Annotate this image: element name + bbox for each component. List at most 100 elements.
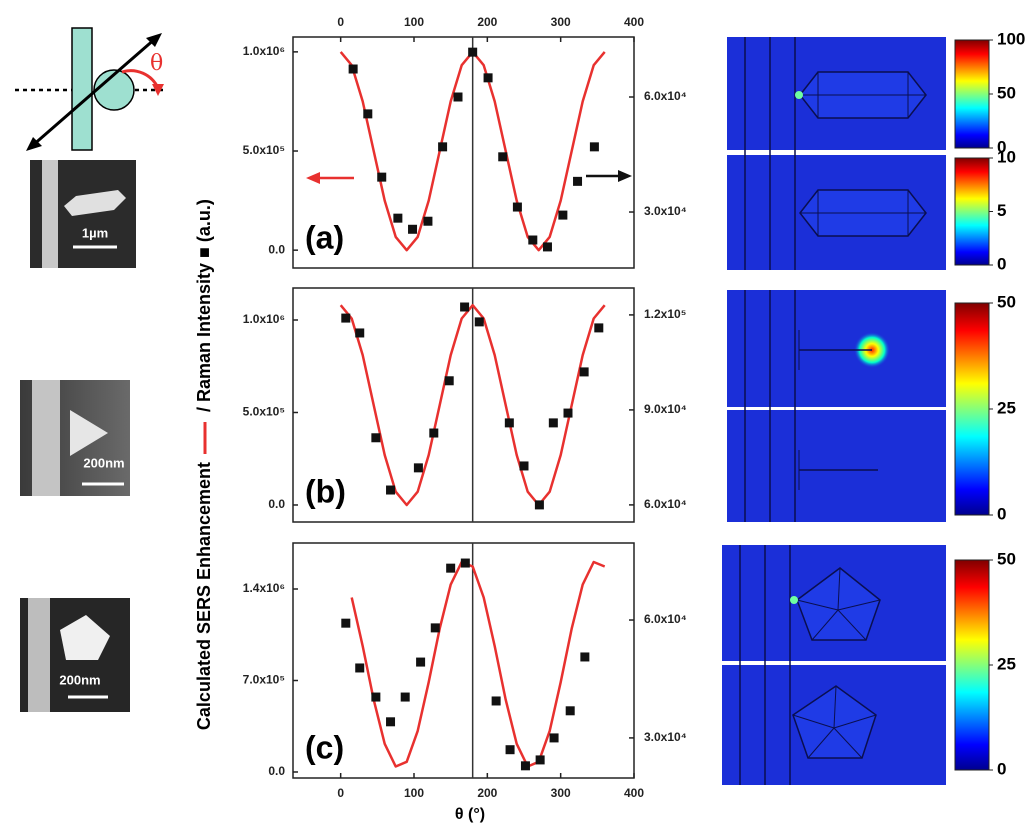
data-point — [536, 755, 545, 764]
sem-image: 1µm — [30, 160, 136, 268]
data-point — [341, 314, 350, 323]
y2-tick-label: 1.2x10⁵ — [644, 307, 686, 321]
x-tick-label: 400 — [624, 15, 644, 29]
field-map — [727, 290, 946, 522]
sem-image: 200nm — [20, 380, 130, 496]
colorbar-gradient — [955, 40, 989, 148]
figure: θ 1µm 200nm 200nm Calculated SERS Enhanc… — [0, 0, 1034, 827]
colorbar-tick-label: 0 — [997, 254, 1006, 273]
data-point — [513, 203, 522, 212]
y2-tick-label: 6.0x10⁴ — [644, 497, 687, 511]
data-point — [580, 367, 589, 376]
y-tick-label: 7.0x10⁵ — [243, 673, 285, 687]
scale-bar-label: 1µm — [82, 225, 108, 240]
x-tick-label: 100 — [404, 786, 424, 800]
data-point — [414, 463, 423, 472]
y-tick-label: 0.0 — [268, 764, 285, 778]
sem-image: 200nm — [20, 598, 130, 712]
colorbar-gradient — [955, 158, 989, 265]
y2-tick-label: 6.0x10⁴ — [644, 89, 687, 103]
data-point — [371, 693, 380, 702]
panel-label: (b) — [305, 473, 346, 509]
y-axis-title-part: / Raman Intensity ■ (a.u.) — [194, 199, 214, 412]
data-point — [460, 302, 469, 311]
y-tick-label: 0.0 — [268, 497, 285, 511]
data-point — [349, 65, 358, 74]
data-point — [564, 409, 573, 418]
data-point — [580, 652, 589, 661]
data-point — [431, 623, 440, 632]
data-point — [355, 663, 364, 672]
colorbar-tick-label: 50 — [997, 292, 1016, 311]
y-axis-title: Calculated SERS Enhancement / Raman Inte… — [194, 199, 214, 730]
data-point — [484, 73, 493, 82]
colorbar-tick-label: 100 — [997, 29, 1025, 48]
data-point — [528, 236, 537, 245]
plot-frame — [293, 37, 634, 268]
data-point — [475, 317, 484, 326]
data-point — [445, 376, 454, 385]
data-point — [594, 323, 603, 332]
colorbar-gradient — [955, 560, 989, 770]
data-point — [520, 461, 529, 470]
y2-tick-label: 9.0x10⁴ — [644, 402, 687, 416]
data-point — [566, 706, 575, 715]
data-point — [535, 500, 544, 509]
data-point — [492, 696, 501, 705]
data-point — [408, 225, 417, 234]
data-point — [573, 177, 582, 186]
angle-label: θ — [150, 51, 163, 76]
geometry-diagram: θ — [15, 28, 165, 151]
x-tick-label: 300 — [551, 786, 571, 800]
scale-bar-label: 200nm — [83, 455, 124, 470]
data-point — [549, 418, 558, 427]
y-axis-title-part: Calculated SERS Enhancement — [194, 462, 214, 730]
data-point — [386, 717, 395, 726]
data-point — [438, 142, 447, 151]
data-point — [506, 745, 515, 754]
x-tick-label: 400 — [624, 786, 644, 800]
panel-label: (a) — [305, 219, 344, 255]
y-tick-label: 1.0x10⁶ — [243, 44, 285, 58]
data-point — [454, 93, 463, 102]
data-point — [461, 559, 470, 568]
data-point — [543, 242, 552, 251]
data-point — [371, 433, 380, 442]
colorbar-tick-label: 25 — [997, 654, 1016, 673]
data-point — [363, 109, 372, 118]
y-tick-label: 5.0x10⁵ — [243, 405, 285, 419]
panel: 0.0 5.0x10⁵ 1.0x10⁶ 6.0x10⁴ 9.0x10⁴ 1.2x10⁵ (b… — [243, 288, 687, 522]
colorbar-tick-label: 0 — [997, 759, 1006, 778]
data-point — [558, 211, 567, 220]
data-point — [521, 761, 530, 770]
y-tick-label: 1.0x10⁶ — [243, 312, 285, 326]
x-tick-label: 200 — [477, 786, 497, 800]
data-point — [341, 619, 350, 628]
data-point — [446, 564, 455, 573]
y2-tick-label: 3.0x10⁴ — [644, 730, 687, 744]
colorbar-gradient — [955, 303, 989, 515]
y-tick-label: 1.4x10⁶ — [243, 581, 285, 595]
data-point — [468, 48, 477, 57]
y-tick-label: 0.0 — [268, 242, 285, 256]
data-point — [429, 429, 438, 438]
data-point — [416, 658, 425, 667]
y-tick-label: 5.0x10⁵ — [243, 143, 285, 157]
scale-bar-label: 200nm — [59, 672, 100, 687]
colorbar: 0510 — [955, 147, 1016, 273]
data-point — [550, 733, 559, 742]
panel-label: (c) — [305, 729, 344, 765]
x-axis-title: θ (°) — [455, 806, 485, 823]
data-point — [393, 214, 402, 223]
x-tick-label: 100 — [404, 15, 424, 29]
data-point — [377, 173, 386, 182]
y2-tick-label: 3.0x10⁴ — [644, 204, 687, 218]
data-point — [401, 693, 410, 702]
field-map — [722, 545, 946, 785]
colorbar-tick-label: 25 — [997, 398, 1016, 417]
x-tick-label: 200 — [477, 15, 497, 29]
x-tick-label: 0 — [337, 15, 344, 29]
